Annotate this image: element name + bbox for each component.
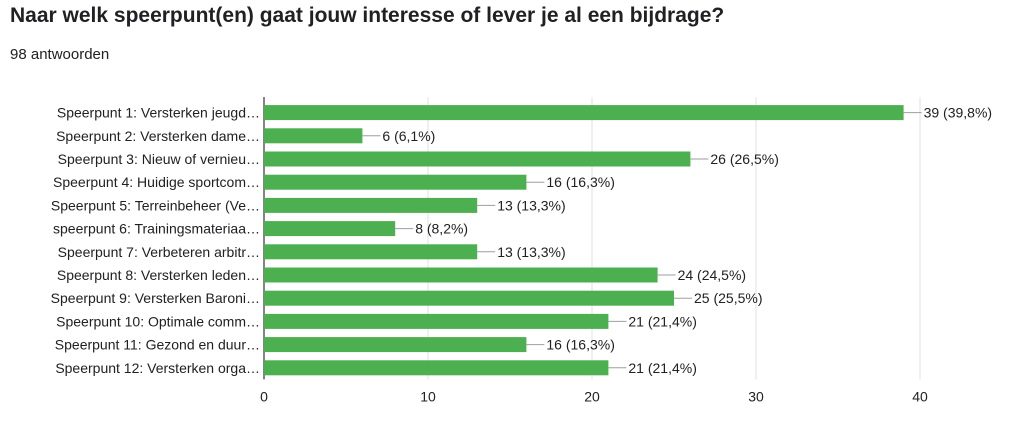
data-label: 26 (26,5%) bbox=[710, 151, 778, 167]
category-label: Speerpunt 4: Huidige sportcom… bbox=[53, 174, 260, 190]
x-tick-label: 0 bbox=[260, 388, 268, 404]
data-label: 13 (13,3%) bbox=[497, 244, 565, 260]
category-label: Speerpunt 1: Versterken jeugd… bbox=[57, 105, 260, 121]
bar bbox=[264, 151, 691, 167]
category-label: Speerpunt 8: Versterken leden… bbox=[57, 267, 260, 283]
bar bbox=[264, 221, 396, 237]
labels: 0 10 20 30 40 Speerpunt 1: Versterken jeugd… 3… bbox=[51, 105, 992, 405]
response-count: 98 antwoorden bbox=[10, 46, 110, 63]
data-label: 16 (16,3%) bbox=[546, 174, 614, 190]
category-label: Speerpunt 5: Terreinbeheer (Ve… bbox=[51, 197, 260, 213]
data-label: 8 (8,2%) bbox=[415, 221, 468, 237]
category-label: speerpunt 6: Trainingsmateriaa… bbox=[53, 221, 260, 237]
data-label: 24 (24,5%) bbox=[678, 267, 746, 283]
bars bbox=[264, 105, 922, 376]
chart-title: Naar welk speerpunt(en) gaat jouw intere… bbox=[10, 4, 725, 27]
data-label: 6 (6,1%) bbox=[382, 128, 435, 144]
data-label: 25 (25,5%) bbox=[694, 290, 762, 306]
x-tick-label: 10 bbox=[420, 388, 436, 404]
bar bbox=[264, 244, 478, 260]
bar bbox=[264, 174, 527, 190]
data-label: 13 (13,3%) bbox=[497, 197, 565, 213]
category-label: Speerpunt 10: Optimale comm… bbox=[56, 313, 260, 329]
category-label: Speerpunt 11: Gezond en duur… bbox=[55, 337, 260, 353]
bar bbox=[264, 197, 478, 213]
category-label: Speerpunt 7: Verbeteren arbitr… bbox=[58, 244, 260, 260]
bar bbox=[264, 105, 904, 121]
data-label: 21 (21,4%) bbox=[628, 313, 696, 329]
bar bbox=[264, 313, 609, 329]
x-tick-label: 40 bbox=[912, 388, 928, 404]
category-label: Speerpunt 9: Versterken Baroni… bbox=[51, 290, 260, 306]
bar bbox=[264, 128, 363, 144]
data-label: 21 (21,4%) bbox=[628, 360, 696, 376]
bar bbox=[264, 337, 527, 353]
data-label: 39 (39,8%) bbox=[924, 105, 992, 121]
x-tick-label: 30 bbox=[748, 388, 764, 404]
bar bbox=[264, 290, 674, 306]
category-label: Speerpunt 3: Nieuw of vernieu… bbox=[58, 151, 260, 167]
category-label: Speerpunt 12: Versterken orga… bbox=[55, 360, 260, 376]
grid-lines bbox=[263, 97, 921, 380]
x-tick-label: 20 bbox=[584, 388, 600, 404]
bar bbox=[264, 360, 609, 376]
data-label: 16 (16,3%) bbox=[546, 337, 614, 353]
category-label: Speerpunt 2: Versterken dame… bbox=[56, 128, 260, 144]
bar bbox=[264, 267, 658, 283]
